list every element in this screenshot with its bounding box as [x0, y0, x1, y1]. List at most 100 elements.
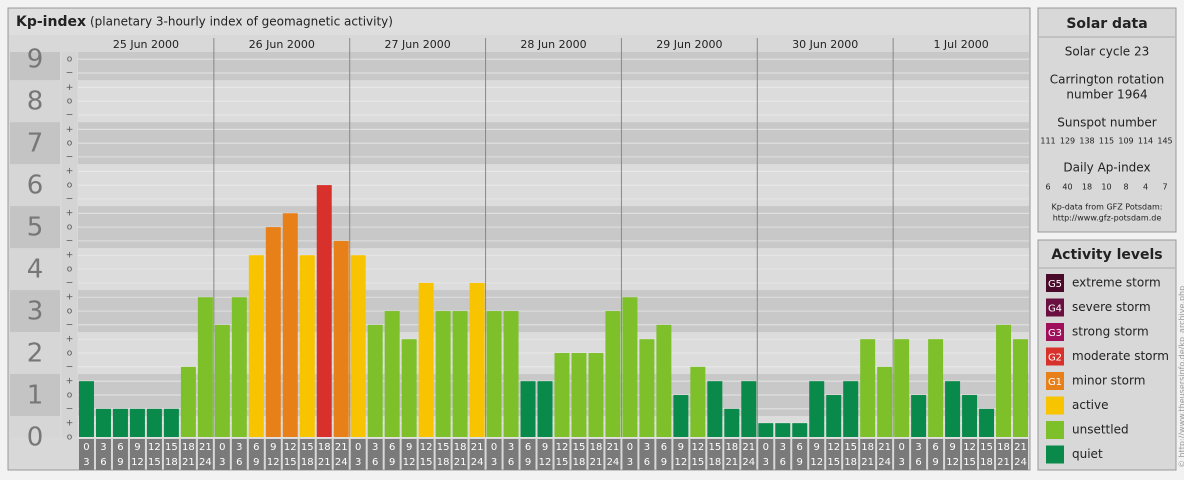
- y-tick-label: 5: [27, 213, 44, 243]
- hour-label: 9: [134, 442, 140, 453]
- hour-cell: [231, 439, 247, 470]
- day-label: 28 Jun 2000: [520, 38, 586, 51]
- bar: [979, 408, 995, 437]
- legend-badge: G1: [1048, 377, 1062, 388]
- hour-label: 3: [898, 457, 904, 468]
- band: [10, 290, 60, 333]
- hour-cell: [622, 439, 638, 470]
- hour-label: 12: [148, 442, 161, 453]
- subtick-label: o: [67, 181, 73, 191]
- hour-label: 3: [372, 442, 378, 453]
- bar: [350, 255, 366, 437]
- subtick-label: +: [66, 293, 74, 303]
- hour-label: 12: [284, 442, 297, 453]
- hour-label: 15: [437, 442, 450, 453]
- hour-label: 12: [539, 457, 552, 468]
- hour-label: 9: [389, 457, 395, 468]
- hour-label: 18: [844, 457, 857, 468]
- hour-label: 9: [661, 457, 667, 468]
- bar: [265, 227, 281, 437]
- hour-label: 9: [797, 457, 803, 468]
- bar: [707, 381, 723, 437]
- hour-label: 15: [827, 457, 840, 468]
- hour-label: 21: [997, 457, 1010, 468]
- hour-cell: [503, 439, 519, 470]
- hour-label: 21: [318, 457, 331, 468]
- ap-value: 6: [1045, 183, 1050, 192]
- bar: [843, 381, 859, 437]
- hour-label: 18: [573, 457, 586, 468]
- y-tick-label: 7: [27, 129, 44, 159]
- hour-label: 9: [678, 442, 684, 453]
- subtick-label: −: [66, 68, 74, 78]
- hour-label: 9: [542, 442, 548, 453]
- hour-label: 3: [83, 457, 89, 468]
- hour-label: 24: [607, 457, 620, 468]
- title-bar: [9, 9, 1029, 35]
- bar: [877, 366, 893, 437]
- bar: [299, 255, 315, 437]
- hour-label: 18: [997, 442, 1010, 453]
- bar: [452, 311, 468, 437]
- band: [10, 248, 60, 291]
- band: [10, 122, 60, 165]
- hour-cell: [554, 439, 570, 470]
- hour-label: 3: [644, 442, 650, 453]
- bar: [418, 282, 434, 437]
- bar: [112, 408, 128, 437]
- legend-label: unsettled: [1072, 423, 1129, 437]
- band: [78, 416, 1029, 437]
- hour-label: 3: [219, 457, 225, 468]
- hour-cell: [894, 439, 910, 470]
- hour-label: 3: [780, 442, 786, 453]
- ap-title: Daily Ap-index: [1063, 161, 1150, 175]
- legend-title: Activity levels: [1051, 247, 1162, 263]
- hour-label: 3: [355, 457, 361, 468]
- hour-label: 12: [556, 442, 569, 453]
- bar: [911, 395, 927, 437]
- sunspot-value: 111: [1040, 137, 1055, 146]
- hour-label: 6: [389, 442, 395, 453]
- band: [78, 52, 1029, 81]
- bar: [248, 255, 264, 437]
- day-label: 30 Jun 2000: [792, 38, 858, 51]
- sunspot-value: 138: [1079, 137, 1094, 146]
- bar: [690, 366, 706, 437]
- hour-cell: [129, 439, 145, 470]
- bar: [1013, 339, 1028, 437]
- hour-label: 15: [301, 442, 314, 453]
- band: [10, 52, 60, 81]
- hour-cell: [350, 439, 366, 470]
- sunspot-value: 115: [1099, 137, 1114, 146]
- hour-label: 18: [454, 442, 467, 453]
- bar: [554, 353, 570, 437]
- hour-label: 6: [508, 457, 514, 468]
- hour-label: 0: [763, 442, 769, 453]
- hour-label: 9: [406, 442, 412, 453]
- solar-title: Solar data: [1066, 16, 1147, 32]
- hour-cell: [860, 439, 876, 470]
- ap-value: 7: [1162, 183, 1167, 192]
- day-label: 1 Jul 2000: [933, 38, 988, 51]
- hour-label: 21: [454, 457, 467, 468]
- hour-label: 18: [318, 442, 331, 453]
- legend-swatch: [1046, 347, 1064, 366]
- hour-label: 21: [861, 457, 874, 468]
- ap-value: 18: [1082, 183, 1092, 192]
- hour-label: 15: [420, 457, 433, 468]
- hour-label: 15: [284, 457, 297, 468]
- subtick-label: −: [66, 404, 74, 414]
- band: [10, 80, 60, 123]
- hour-label: 24: [1014, 457, 1027, 468]
- subtick-label: +: [66, 209, 74, 219]
- hour-label: 21: [471, 442, 484, 453]
- legend-label: strong storm: [1072, 325, 1149, 339]
- legend-badge: G3: [1048, 328, 1062, 339]
- bar: [571, 353, 587, 437]
- hour-label: 15: [708, 442, 721, 453]
- hour-label: 9: [949, 442, 955, 453]
- bar: [520, 381, 536, 437]
- subtick-label: −: [66, 194, 74, 204]
- bar: [758, 423, 774, 437]
- hour-cell: [962, 439, 978, 470]
